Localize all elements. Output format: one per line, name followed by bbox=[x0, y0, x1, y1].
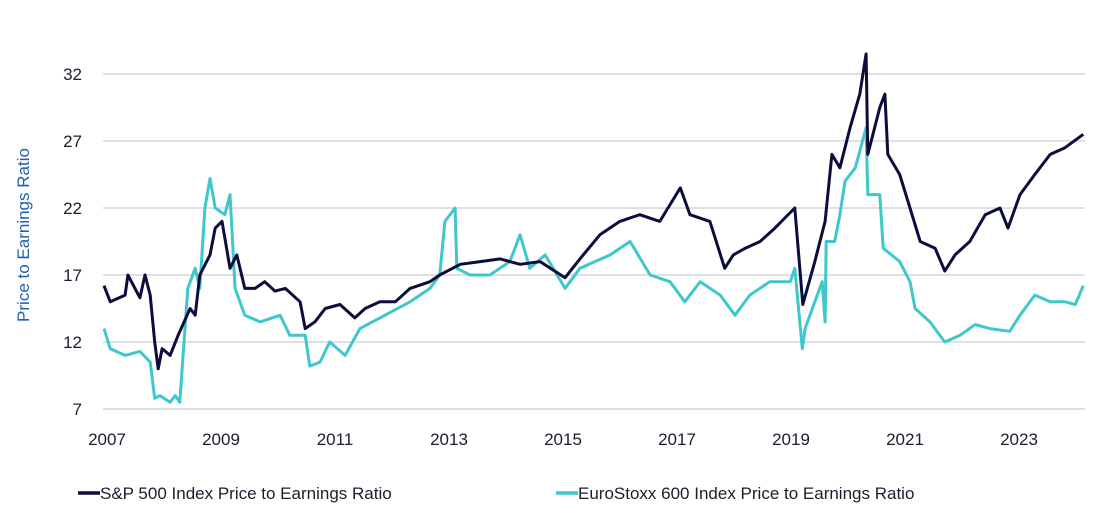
y-axis-ticks: 7 12 17 22 27 32 bbox=[63, 65, 82, 419]
x-axis-ticks: 2007 2009 2011 2013 2015 2017 2019 2021 2023 bbox=[88, 430, 1038, 449]
x-tick-label: 2019 bbox=[772, 430, 810, 449]
x-tick-label: 2007 bbox=[88, 430, 126, 449]
gridlines bbox=[103, 73, 1085, 410]
y-tick-label: 17 bbox=[63, 266, 82, 285]
x-tick-label: 2013 bbox=[430, 430, 468, 449]
series-lines bbox=[102, 52, 1085, 404]
y-tick-label: 7 bbox=[73, 400, 82, 419]
series-line-eurostoxx600 bbox=[102, 126, 1085, 404]
y-tick-label: 22 bbox=[63, 199, 82, 218]
x-tick-label: 2015 bbox=[544, 430, 582, 449]
y-axis-label: Price to Earnings Ratio bbox=[14, 148, 33, 322]
y-tick-label: 12 bbox=[63, 333, 82, 352]
legend-label-sp500: S&P 500 Index Price to Earnings Ratio bbox=[100, 484, 392, 503]
y-tick-label: 32 bbox=[63, 65, 82, 84]
x-tick-label: 2009 bbox=[202, 430, 240, 449]
y-tick-label: 27 bbox=[63, 132, 82, 151]
legend-label-eurostoxx600: EuroStoxx 600 Index Price to Earnings Ra… bbox=[578, 484, 914, 503]
x-tick-label: 2023 bbox=[1000, 430, 1038, 449]
series-line-sp500 bbox=[102, 52, 1085, 371]
legend: S&P 500 Index Price to Earnings Ratio Eu… bbox=[78, 484, 914, 503]
x-tick-label: 2021 bbox=[886, 430, 924, 449]
x-tick-label: 2011 bbox=[317, 430, 354, 449]
x-tick-label: 2017 bbox=[658, 430, 696, 449]
